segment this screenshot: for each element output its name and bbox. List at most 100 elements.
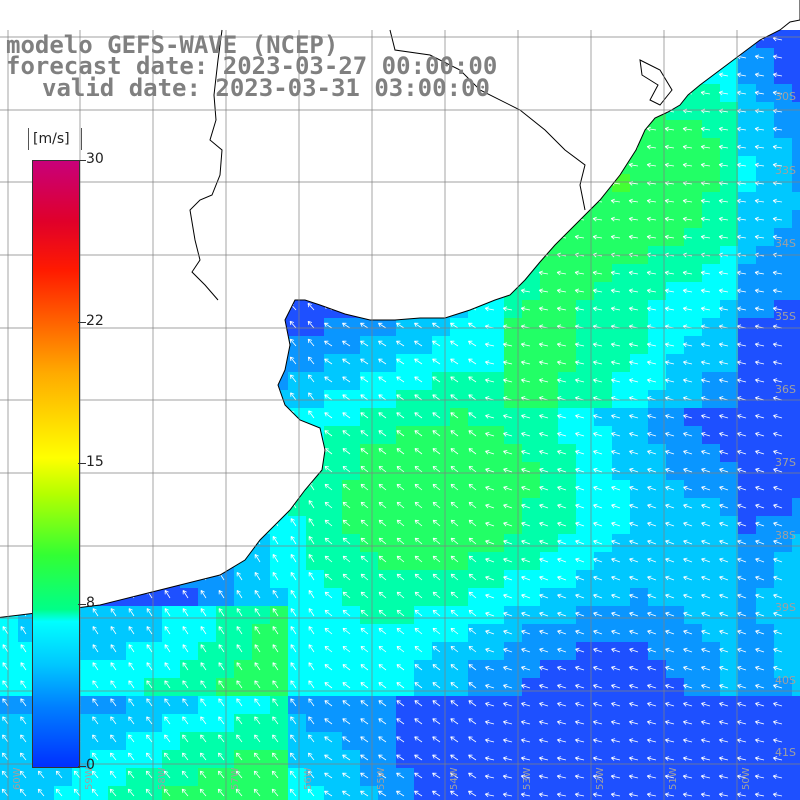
speed-cell [378,462,396,480]
speed-cell [288,606,306,624]
speed-cell [774,462,792,480]
speed-cell [126,732,144,750]
wind-arrow [665,593,675,599]
speed-cell [666,444,684,462]
speed-cell [468,462,486,480]
wind-arrow [755,593,765,599]
speed-cell [342,714,360,732]
wind-arrow [378,430,387,437]
speed-cell [630,228,648,246]
longitude-label: 50W [741,767,752,790]
wind-arrow [593,738,603,743]
speed-cell [756,444,774,462]
speed-cell [630,786,648,800]
wind-arrow [755,629,765,635]
speed-cell [666,372,684,390]
speed-cell [216,678,234,696]
speed-cell [684,444,702,462]
speed-cell [306,336,324,354]
wind-arrow [701,575,711,581]
wind-arrow [342,376,351,383]
speed-cell [756,354,774,372]
wind-arrow [755,557,765,563]
wind-arrow [218,626,225,635]
speed-cell [558,786,576,800]
wind-arrow [324,394,333,401]
speed-cell [540,786,558,800]
wind-arrow [414,664,423,671]
wind-arrow [754,774,765,779]
wind-arrow [718,144,729,150]
wind-arrow [611,450,621,455]
wind-arrow [414,412,423,419]
wind-arrow [450,448,459,455]
wind-arrow [432,646,441,653]
speed-cell [306,552,324,570]
speed-cell [684,408,702,426]
coastline [0,0,800,618]
wind-arrow [414,340,423,347]
speed-cell [738,336,756,354]
speed-cell [756,642,774,660]
speed-cell [414,516,432,534]
speed-cell [180,768,198,786]
wind-arrow [414,466,423,473]
wind-arrow [557,647,567,653]
speed-cell [414,750,432,768]
wind-arrow [520,774,531,779]
wind-arrow [236,590,243,599]
speed-cell [774,534,792,552]
wind-arrow [450,627,459,635]
speed-cell [612,300,630,318]
wind-arrow [450,376,459,383]
speed-cell [648,156,666,174]
wind-arrow [342,682,351,689]
speed-cell [594,480,612,498]
speed-cell [684,570,702,588]
wind-arrow [683,647,693,653]
wind-arrow [342,591,351,599]
wind-arrow [772,162,783,168]
wind-arrow [218,644,225,653]
wind-arrow [324,430,333,437]
wind-arrow [200,734,207,743]
wind-arrow [521,593,531,599]
wind-arrow [253,770,261,779]
wind-arrow [272,626,279,635]
wind-arrow [503,378,513,383]
speed-cell [648,570,666,588]
speed-cell [774,282,792,300]
speed-cell [234,714,252,732]
speed-cell [666,642,684,660]
wind-arrow [308,554,315,563]
wind-arrow [396,555,405,563]
speed-cell [702,714,720,732]
speed-cell [648,696,666,714]
latitude-label: 39S [775,601,796,614]
speed-cell [648,372,666,390]
speed-cell [396,678,414,696]
wind-arrow [236,626,243,635]
wind-arrow [484,792,495,798]
speed-cell [216,588,234,606]
speed-cell [720,282,738,300]
speed-cell [756,786,774,800]
wind-arrow [575,485,585,491]
speed-cell [378,696,396,714]
wind-arrow [164,698,171,707]
wind-arrow [611,647,621,653]
wind-arrow [128,734,135,743]
wind-arrow [73,788,81,797]
wind-arrow [342,754,351,761]
speed-cell [396,660,414,678]
speed-cell [360,588,378,606]
wind-arrow [521,539,531,545]
speed-cell [36,768,54,786]
speed-cell [576,516,594,534]
speed-cell [648,174,666,192]
speed-cell [720,624,738,642]
speed-cell [486,516,504,534]
speed-cell [756,282,774,300]
speed-cell [432,534,450,552]
speed-cell [612,642,630,660]
